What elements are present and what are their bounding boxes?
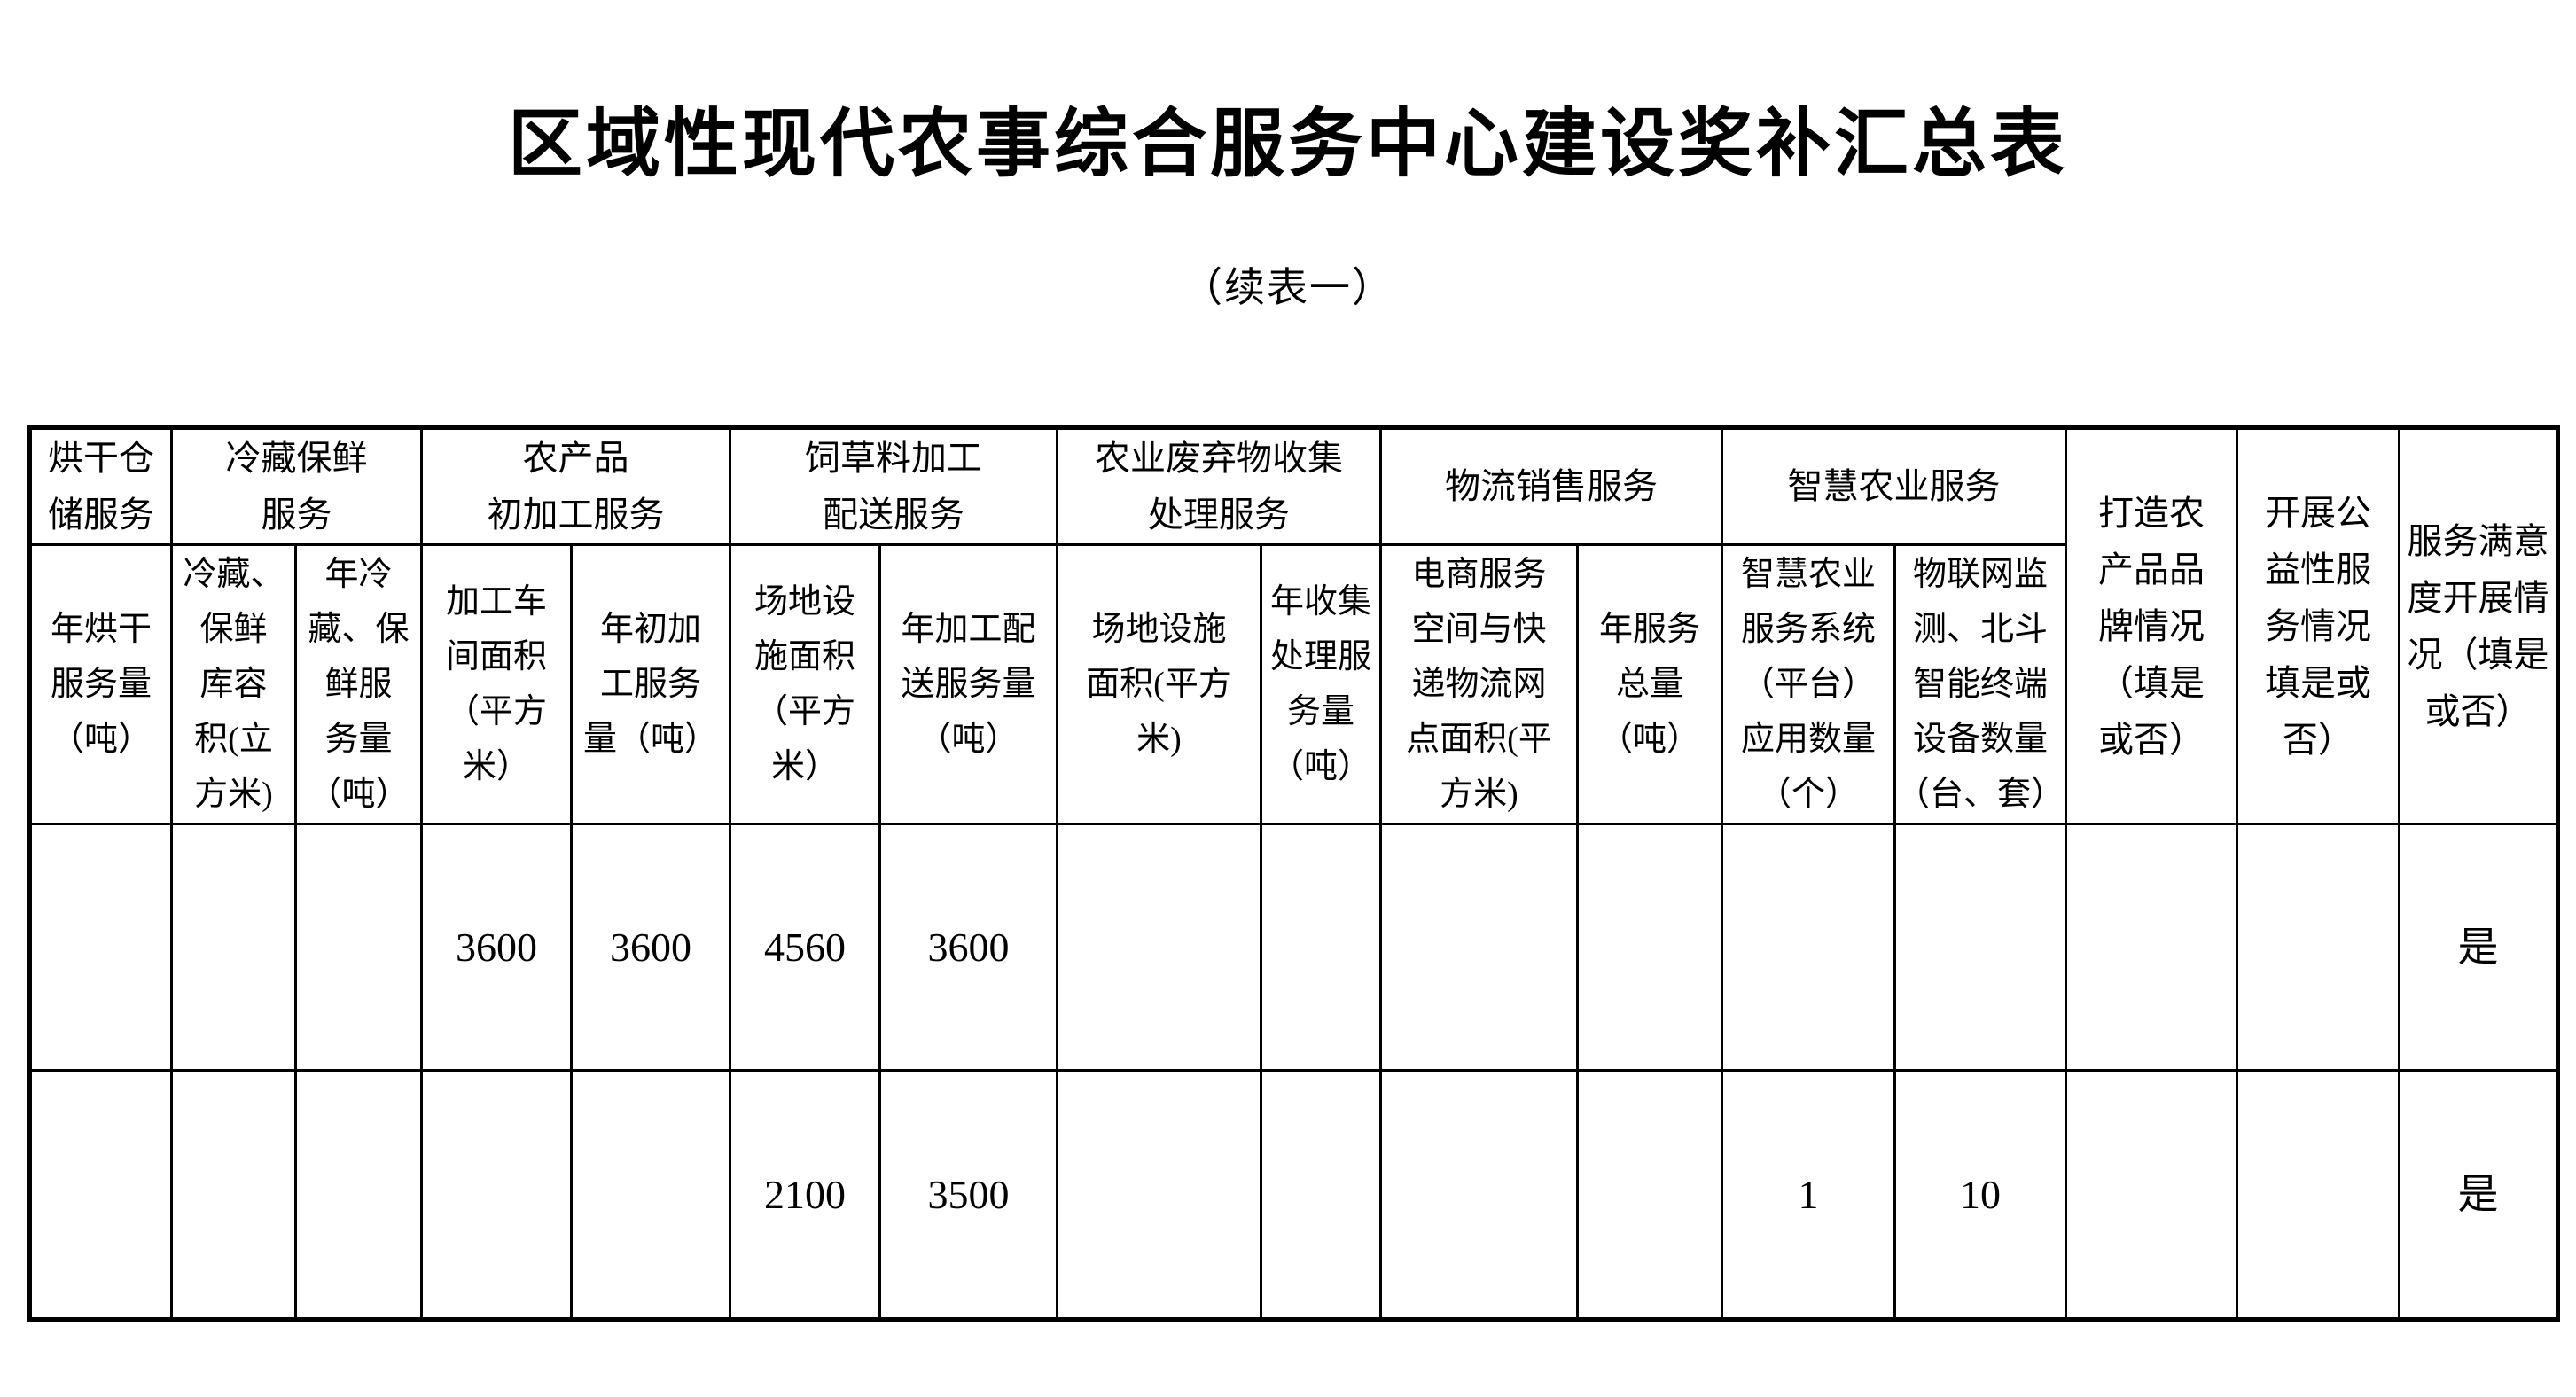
data-cell (2236, 823, 2400, 1073)
data-cell: 是 (2398, 823, 2559, 1073)
data-cell: 3600 (570, 823, 731, 1073)
data-row-2: 2100 3500 1 10 是 (28, 1069, 2559, 1322)
data-cell: 2100 (729, 1069, 881, 1322)
header-brand-building: 打造农 产品品 牌情况 （填是 或否） (2065, 426, 2238, 826)
header-public-welfare: 开展公 益性服 务情况 填是或 否） (2236, 426, 2400, 826)
subheader-waste-volume: 年收集 处理服 务量 （吨） (1260, 543, 1382, 826)
subheader-drying-volume: 年烘干 服务量 （吨） (28, 543, 173, 826)
group-smart-agriculture: 智慧农业服务 (1721, 426, 2067, 547)
data-cell (1721, 823, 1896, 1073)
data-cell (1056, 823, 1262, 1073)
header-group-row: 烘干仓 储服务 冷藏保鲜 服务 农产品 初加工服务 饲草料加工 配送服务 农业废… (28, 426, 2559, 826)
header-satisfaction: 服务满意 度开展情 况（填是 或否） (2398, 426, 2559, 826)
group-waste-collection: 农业废弃物收集 处理服务 (1056, 426, 1382, 547)
data-cell (28, 823, 173, 1073)
page-title: 区域性现代农事综合服务中心建设奖补汇总表 (507, 104, 2068, 186)
data-cell (1576, 823, 1723, 1073)
group-primary-processing: 农产品 初加工服务 (420, 426, 731, 547)
data-cell (170, 823, 297, 1073)
subheader-iot-devices-count: 物联网监 测、北斗 智能终端 设备数量 （台、套） (1893, 543, 2067, 826)
data-cell: 3600 (878, 823, 1058, 1073)
data-cell: 10 (1893, 1069, 2067, 1322)
data-cell (1576, 1069, 1723, 1322)
header-sub-row: 年烘干 服务量 （吨） 冷藏、 保鲜 库容 积(立 方米) 年冷 藏、保 鲜服 … (28, 543, 2558, 826)
data-cell (2236, 1069, 2400, 1322)
subheader-feed-delivery-volume: 年加工配 送服务量 （吨） (878, 543, 1058, 826)
data-cell (1379, 1069, 1579, 1322)
data-cell (2065, 1069, 2238, 1322)
group-cold-fresh: 冷藏保鲜 服务 (170, 426, 423, 547)
data-cell: 3500 (878, 1069, 1058, 1322)
subheader-feed-site-area: 场地设 施面积 （平方 米） (729, 543, 881, 826)
data-cell (294, 1069, 423, 1322)
data-cell (1893, 823, 2067, 1073)
group-drying-storage: 烘干仓 储服务 (28, 426, 173, 547)
subheader-service-total: 年服务 总量 （吨） (1576, 543, 1723, 826)
data-cell (170, 1069, 297, 1322)
subsidy-summary-table: 烘干仓 储服务 冷藏保鲜 服务 农产品 初加工服务 饲草料加工 配送服务 农业废… (27, 425, 2560, 1323)
group-logistics-sales: 物流销售服务 (1379, 426, 1723, 547)
subheader-cold-capacity: 冷藏、 保鲜 库容 积(立 方米) (170, 543, 297, 826)
data-cell: 1 (1721, 1069, 1896, 1322)
table-subtitle: （续表一） (1182, 265, 1394, 311)
data-cell (1056, 1069, 1262, 1322)
subheader-workshop-area: 加工车 间面积 （平方 米） (420, 543, 573, 826)
data-cell (1260, 1069, 1382, 1322)
data-cell (294, 823, 423, 1073)
subheader-primary-volume: 年初加 工服务 量（吨） (570, 543, 731, 826)
data-cell (2065, 823, 2238, 1073)
data-cell (28, 1069, 173, 1322)
data-cell: 3600 (420, 823, 573, 1073)
data-cell (1260, 823, 1382, 1073)
subheader-waste-site-area: 场地设施 面积(平方 米) (1056, 543, 1262, 826)
data-cell (570, 1069, 731, 1322)
data-cell (1379, 823, 1579, 1073)
subheader-ecommerce-area: 电商服务 空间与快 递物流网 点面积(平 方米) (1379, 543, 1579, 826)
subheader-cold-volume: 年冷 藏、保 鲜服 务量 （吨） (294, 543, 423, 826)
subheader-smart-systems-count: 智慧农业 服务系统 （平台） 应用数量 （个） (1721, 543, 1896, 826)
data-cell (420, 1069, 573, 1322)
group-feed-processing: 饲草料加工 配送服务 (729, 426, 1058, 547)
data-cell: 是 (2398, 1069, 2559, 1322)
data-row-1: 3600 3600 4560 3600 是 (28, 823, 2559, 1073)
data-cell: 4560 (729, 823, 881, 1073)
